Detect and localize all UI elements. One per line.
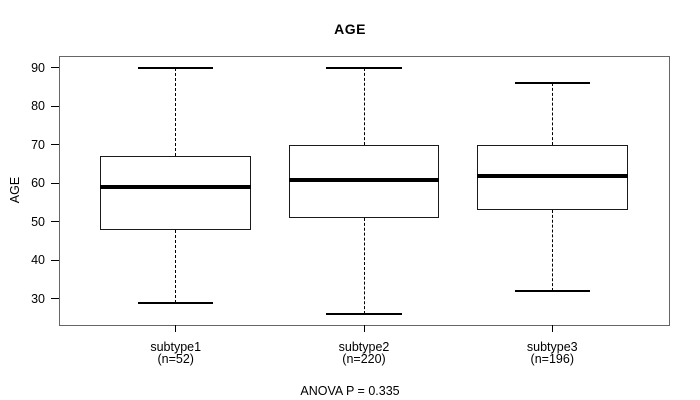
group-count: (n=196)	[530, 352, 574, 366]
median-line-subtype1	[100, 185, 252, 190]
y-tick-label: 30	[31, 291, 45, 306]
group-count: (n=220)	[342, 352, 386, 366]
iqr-box-subtype1	[100, 156, 252, 230]
whisker-upper-subtype3	[551, 83, 553, 145]
anova-annotation: ANOVA P = 0.335	[300, 384, 400, 398]
whisker-upper-subtype2	[363, 67, 365, 145]
x-tick-mark-subtype3	[551, 325, 553, 332]
y-tick-label: 90	[31, 60, 45, 75]
y-tick-mark	[51, 221, 59, 223]
group-count: (n=52)	[157, 352, 194, 366]
chart-title: AGE	[334, 21, 366, 37]
whisker-lower-subtype3	[551, 210, 553, 292]
whisker-cap-lower-subtype3	[514, 290, 590, 293]
whisker-cap-upper-subtype3	[514, 82, 590, 85]
y-tick-mark	[51, 259, 59, 261]
y-tick-mark	[51, 105, 59, 107]
group-name: subtype2	[338, 340, 390, 354]
y-tick-mark	[51, 182, 59, 184]
y-tick-label: 40	[31, 253, 45, 268]
whisker-lower-subtype1	[175, 229, 177, 303]
x-category-label-subtype1: subtype1 (n=52)	[96, 340, 256, 366]
x-tick-mark-subtype2	[363, 325, 365, 332]
whisker-upper-subtype1	[175, 67, 177, 157]
y-tick-label: 50	[31, 214, 45, 229]
whisker-cap-lower-subtype1	[138, 301, 214, 304]
y-tick-mark	[51, 67, 59, 69]
whisker-cap-upper-subtype2	[326, 66, 402, 69]
y-tick-label: 70	[31, 137, 45, 152]
y-tick-mark	[51, 144, 59, 146]
whisker-cap-upper-subtype1	[138, 66, 214, 69]
median-line-subtype2	[288, 177, 440, 182]
x-category-label-subtype2: subtype2 (n=220)	[284, 340, 444, 366]
median-line-subtype3	[476, 173, 628, 178]
whisker-lower-subtype2	[363, 218, 365, 315]
y-tick-mark	[51, 298, 59, 300]
group-name: subtype3	[526, 340, 578, 354]
y-tick-label: 60	[31, 176, 45, 191]
x-category-label-subtype3: subtype3 (n=196)	[472, 340, 632, 366]
y-tick-label: 80	[31, 99, 45, 114]
group-name: subtype1	[150, 340, 202, 354]
whisker-cap-lower-subtype2	[326, 313, 402, 316]
x-tick-mark-subtype1	[175, 325, 177, 332]
